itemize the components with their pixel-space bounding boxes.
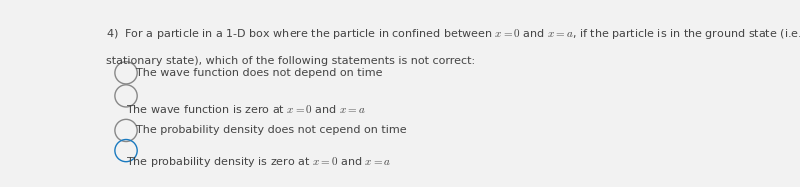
Text: The probability density does not cepend on time: The probability density does not cepend … (136, 125, 406, 135)
Text: The wave function is zero at $x=0$ and $x=a$: The wave function is zero at $x=0$ and $… (126, 103, 366, 115)
Text: stationary state), which of the following statements is not correct:: stationary state), which of the followin… (106, 56, 475, 66)
Text: 4)  For a particle in a 1-D box where the particle in confined between $x=0$ and: 4) For a particle in a 1-D box where the… (106, 27, 800, 41)
Text: The wave function does not depend on time: The wave function does not depend on tim… (136, 68, 382, 78)
Text: The probability density is zero at $x=0$ and $x=a$: The probability density is zero at $x=0$… (126, 155, 391, 169)
